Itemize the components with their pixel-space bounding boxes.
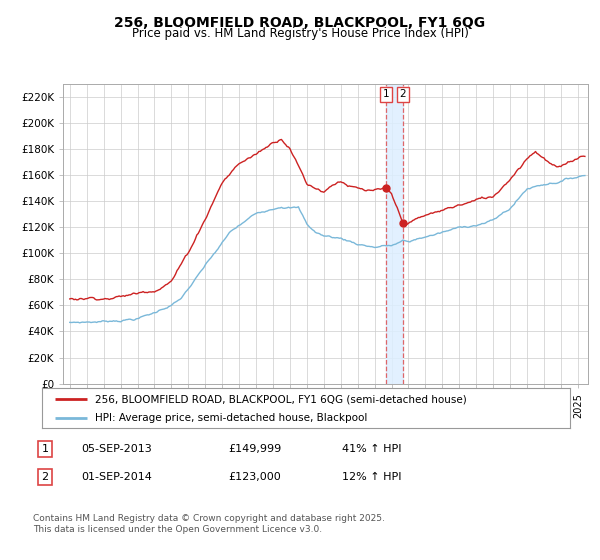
Bar (386, 84, 403, 384)
Text: HPI: Average price, semi-detached house, Blackpool: HPI: Average price, semi-detached house,… (95, 413, 367, 423)
Text: This data is licensed under the Open Government Licence v3.0.: This data is licensed under the Open Gov… (33, 525, 322, 534)
Text: 05-SEP-2013: 05-SEP-2013 (81, 444, 152, 454)
Text: £123,000: £123,000 (228, 472, 281, 482)
Text: 01-SEP-2014: 01-SEP-2014 (81, 472, 152, 482)
Text: 1: 1 (383, 90, 389, 100)
Text: Price paid vs. HM Land Registry's House Price Index (HPI): Price paid vs. HM Land Registry's House … (131, 27, 469, 40)
Text: 12% ↑ HPI: 12% ↑ HPI (342, 472, 401, 482)
Text: Contains HM Land Registry data © Crown copyright and database right 2025.: Contains HM Land Registry data © Crown c… (33, 514, 385, 523)
Text: 2: 2 (400, 90, 406, 100)
Text: 256, BLOOMFIELD ROAD, BLACKPOOL, FY1 6QG: 256, BLOOMFIELD ROAD, BLACKPOOL, FY1 6QG (115, 16, 485, 30)
Text: 1: 1 (41, 444, 49, 454)
Text: 41% ↑ HPI: 41% ↑ HPI (342, 444, 401, 454)
Text: £149,999: £149,999 (228, 444, 281, 454)
Text: 256, BLOOMFIELD ROAD, BLACKPOOL, FY1 6QG (semi-detached house): 256, BLOOMFIELD ROAD, BLACKPOOL, FY1 6QG… (95, 394, 467, 404)
Text: 2: 2 (41, 472, 49, 482)
